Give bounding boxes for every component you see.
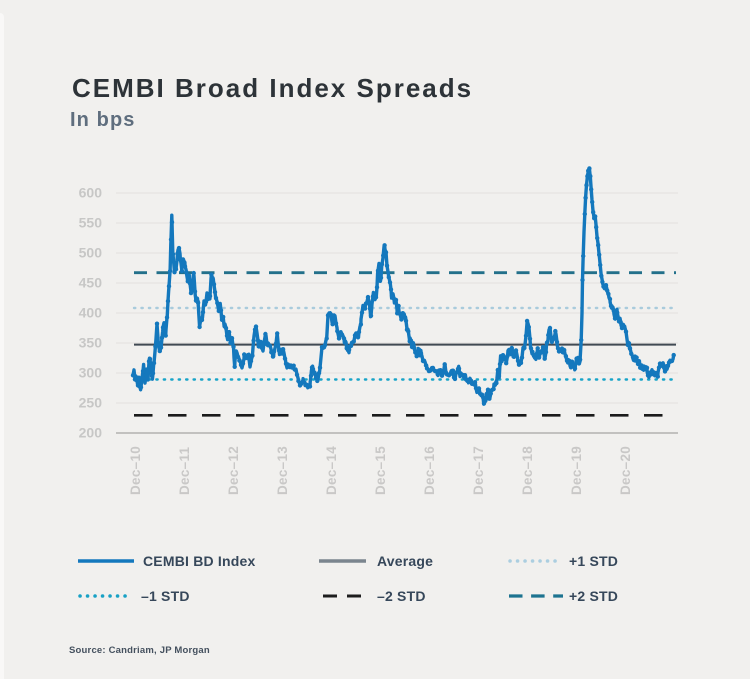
svg-text:Dec–15: Dec–15 bbox=[373, 446, 388, 495]
svg-text:Dec–16: Dec–16 bbox=[422, 446, 437, 495]
svg-text:In bps: In bps bbox=[70, 109, 136, 131]
svg-text:400: 400 bbox=[79, 305, 103, 321]
svg-text:500: 500 bbox=[79, 245, 103, 261]
svg-text:–2 STD: –2 STD bbox=[377, 588, 426, 604]
svg-text:Dec–12: Dec–12 bbox=[226, 446, 241, 495]
svg-text:–1 STD: –1 STD bbox=[141, 588, 190, 604]
svg-text:550: 550 bbox=[79, 215, 103, 231]
svg-text:Dec–17: Dec–17 bbox=[471, 446, 486, 495]
svg-text:Dec–11: Dec–11 bbox=[177, 446, 192, 495]
svg-text:300: 300 bbox=[79, 365, 103, 381]
svg-text:+1 STD: +1 STD bbox=[569, 553, 618, 569]
svg-text:Dec–13: Dec–13 bbox=[275, 446, 290, 495]
svg-text:Dec–19: Dec–19 bbox=[569, 446, 584, 495]
svg-text:350: 350 bbox=[79, 335, 103, 351]
svg-text:Dec–20: Dec–20 bbox=[618, 446, 633, 495]
svg-text:Dec–14: Dec–14 bbox=[324, 446, 339, 495]
svg-text:250: 250 bbox=[79, 395, 103, 411]
svg-text:CEMBI Broad Index Spreads: CEMBI Broad Index Spreads bbox=[72, 73, 473, 103]
svg-text:CEMBI BD Index: CEMBI BD Index bbox=[143, 553, 255, 569]
svg-text:Dec–10: Dec–10 bbox=[128, 446, 143, 495]
svg-text:Average: Average bbox=[377, 553, 433, 569]
svg-text:Source: Candriam, JP Morgan: Source: Candriam, JP Morgan bbox=[69, 645, 210, 656]
svg-text:450: 450 bbox=[79, 275, 103, 291]
svg-text:+2 STD: +2 STD bbox=[569, 588, 618, 604]
svg-text:600: 600 bbox=[79, 185, 103, 201]
svg-text:200: 200 bbox=[79, 425, 103, 441]
svg-text:Dec–18: Dec–18 bbox=[520, 446, 535, 495]
